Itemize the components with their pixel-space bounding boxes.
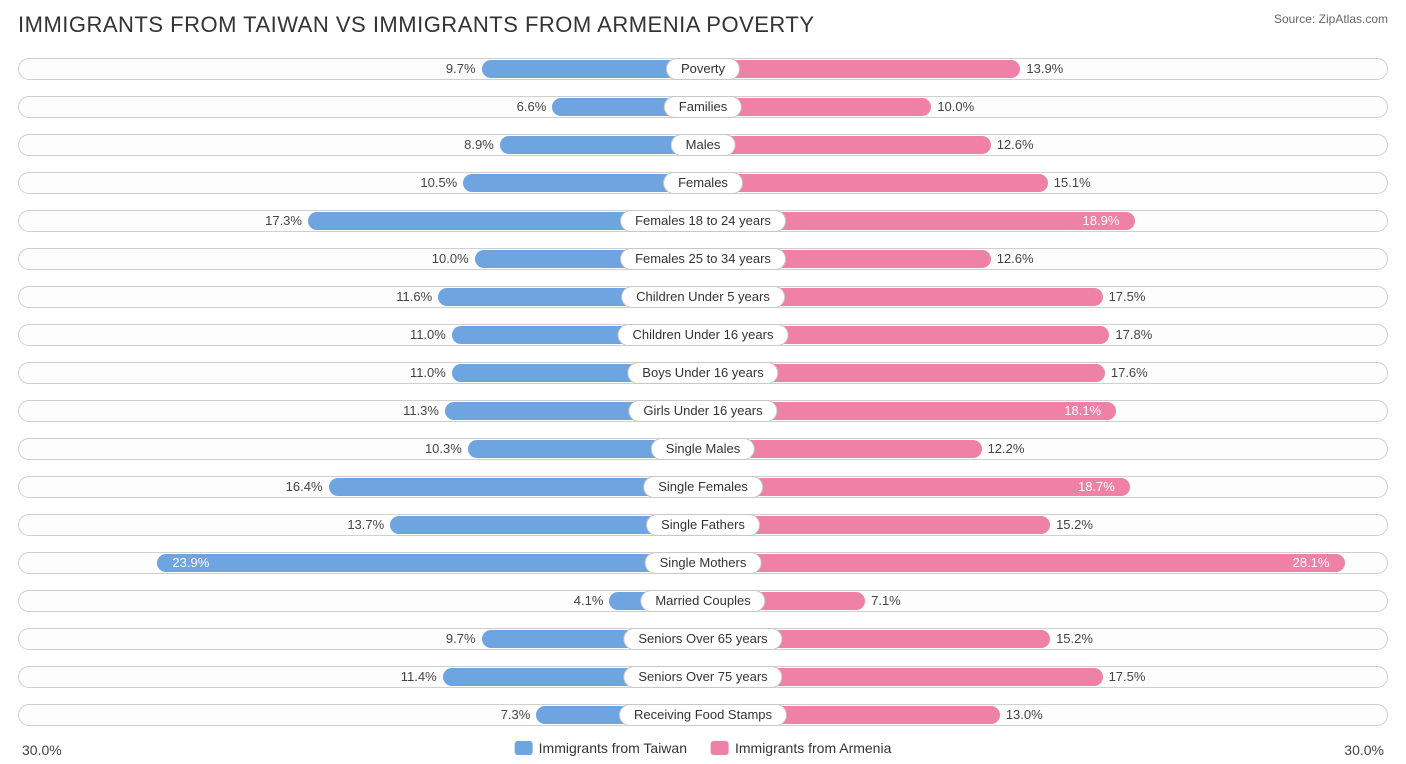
value-right: 10.0% [937,98,974,116]
value-left: 11.4% [401,668,437,686]
chart-row: 6.6% 10.0% Families [18,90,1388,124]
category-label: Single Females [643,476,763,498]
value-left: 4.1% [574,592,604,610]
value-left: 10.0% [432,250,469,268]
chart-row: 10.0% 12.6% Females 25 to 34 years [18,242,1388,276]
legend: Immigrants from Taiwan Immigrants from A… [515,740,892,756]
value-left: 8.9% [464,136,494,154]
value-left: 9.7% [446,60,476,78]
chart-row: 9.7% 13.9% Poverty [18,52,1388,86]
chart-footer: 30.0% Immigrants from Taiwan Immigrants … [18,738,1388,764]
value-left: 11.3% [403,402,439,420]
chart-title: IMMIGRANTS FROM TAIWAN VS IMMIGRANTS FRO… [18,12,815,38]
category-label: Single Fathers [646,514,760,536]
legend-swatch-right [711,741,729,755]
legend-swatch-left [515,741,533,755]
value-right: 12.2% [988,440,1025,458]
category-label: Seniors Over 65 years [623,628,782,650]
value-right: 15.2% [1056,630,1093,648]
legend-label-left: Immigrants from Taiwan [539,740,687,756]
chart-row: 17.3% 18.9% Females 18 to 24 years [18,204,1388,238]
value-right: 17.5% [1109,288,1146,306]
category-label: Girls Under 16 years [628,400,777,422]
category-label: Females 25 to 34 years [620,248,786,270]
value-right: 28.1% [1293,554,1330,572]
value-right: 17.6% [1111,364,1148,382]
bar-right [703,60,1020,78]
value-right: 12.6% [997,250,1034,268]
chart-row: 16.4% 18.7% Single Females [18,470,1388,504]
value-right: 18.9% [1083,212,1120,230]
category-label: Poverty [666,58,740,80]
category-label: Single Males [651,438,755,460]
category-label: Seniors Over 75 years [623,666,782,688]
value-left: 10.3% [425,440,462,458]
chart-row: 11.0% 17.8% Children Under 16 years [18,318,1388,352]
chart-row: 10.3% 12.2% Single Males [18,432,1388,466]
category-label: Females 18 to 24 years [620,210,786,232]
chart-row: 11.3% 18.1% Girls Under 16 years [18,394,1388,428]
value-left: 13.7% [347,516,384,534]
bar-right [703,554,1345,572]
axis-max-left: 30.0% [22,742,62,758]
chart-header: IMMIGRANTS FROM TAIWAN VS IMMIGRANTS FRO… [18,12,1388,38]
value-left: 17.3% [265,212,302,230]
chart-row: 11.4% 17.5% Seniors Over 75 years [18,660,1388,694]
value-left: 11.0% [410,326,446,344]
value-left: 23.9% [172,554,209,572]
axis-max-right: 30.0% [1344,742,1384,758]
category-label: Children Under 5 years [621,286,785,308]
category-label: Females [663,172,743,194]
diverging-bar-chart: 9.7% 13.9% Poverty 6.6% 10.0% Families 8.9% 12.… [18,52,1388,732]
bar-right [703,478,1130,496]
value-left: 16.4% [286,478,323,496]
value-right: 18.7% [1078,478,1115,496]
bar-right [703,136,991,154]
chart-row: 8.9% 12.6% Males [18,128,1388,162]
value-left: 9.7% [446,630,476,648]
category-label: Children Under 16 years [618,324,789,346]
chart-row: 23.9% 28.1% Single Mothers [18,546,1388,580]
chart-row: 7.3% 13.0% Receiving Food Stamps [18,698,1388,732]
chart-row: 9.7% 15.2% Seniors Over 65 years [18,622,1388,656]
value-left: 7.3% [501,706,531,724]
value-left: 11.6% [396,288,432,306]
value-right: 13.9% [1026,60,1063,78]
category-label: Males [671,134,736,156]
value-right: 7.1% [871,592,901,610]
value-right: 12.6% [997,136,1034,154]
legend-item-right: Immigrants from Armenia [711,740,891,756]
legend-label-right: Immigrants from Armenia [735,740,891,756]
value-right: 18.1% [1064,402,1101,420]
chart-row: 13.7% 15.2% Single Fathers [18,508,1388,542]
value-right: 15.1% [1054,174,1091,192]
category-label: Receiving Food Stamps [619,704,787,726]
chart-row: 4.1% 7.1% Married Couples [18,584,1388,618]
value-right: 13.0% [1006,706,1043,724]
value-right: 15.2% [1056,516,1093,534]
value-left: 11.0% [410,364,446,382]
chart-row: 11.6% 17.5% Children Under 5 years [18,280,1388,314]
bar-left [157,554,703,572]
category-label: Families [664,96,742,118]
value-right: 17.8% [1115,326,1152,344]
value-right: 17.5% [1109,668,1146,686]
value-left: 6.6% [517,98,547,116]
category-label: Boys Under 16 years [627,362,778,384]
bar-right [703,174,1048,192]
chart-row: 10.5% 15.1% Females [18,166,1388,200]
category-label: Married Couples [640,590,765,612]
chart-source: Source: ZipAtlas.com [1274,12,1388,26]
chart-row: 11.0% 17.6% Boys Under 16 years [18,356,1388,390]
legend-item-left: Immigrants from Taiwan [515,740,687,756]
category-label: Single Mothers [645,552,762,574]
value-left: 10.5% [420,174,457,192]
